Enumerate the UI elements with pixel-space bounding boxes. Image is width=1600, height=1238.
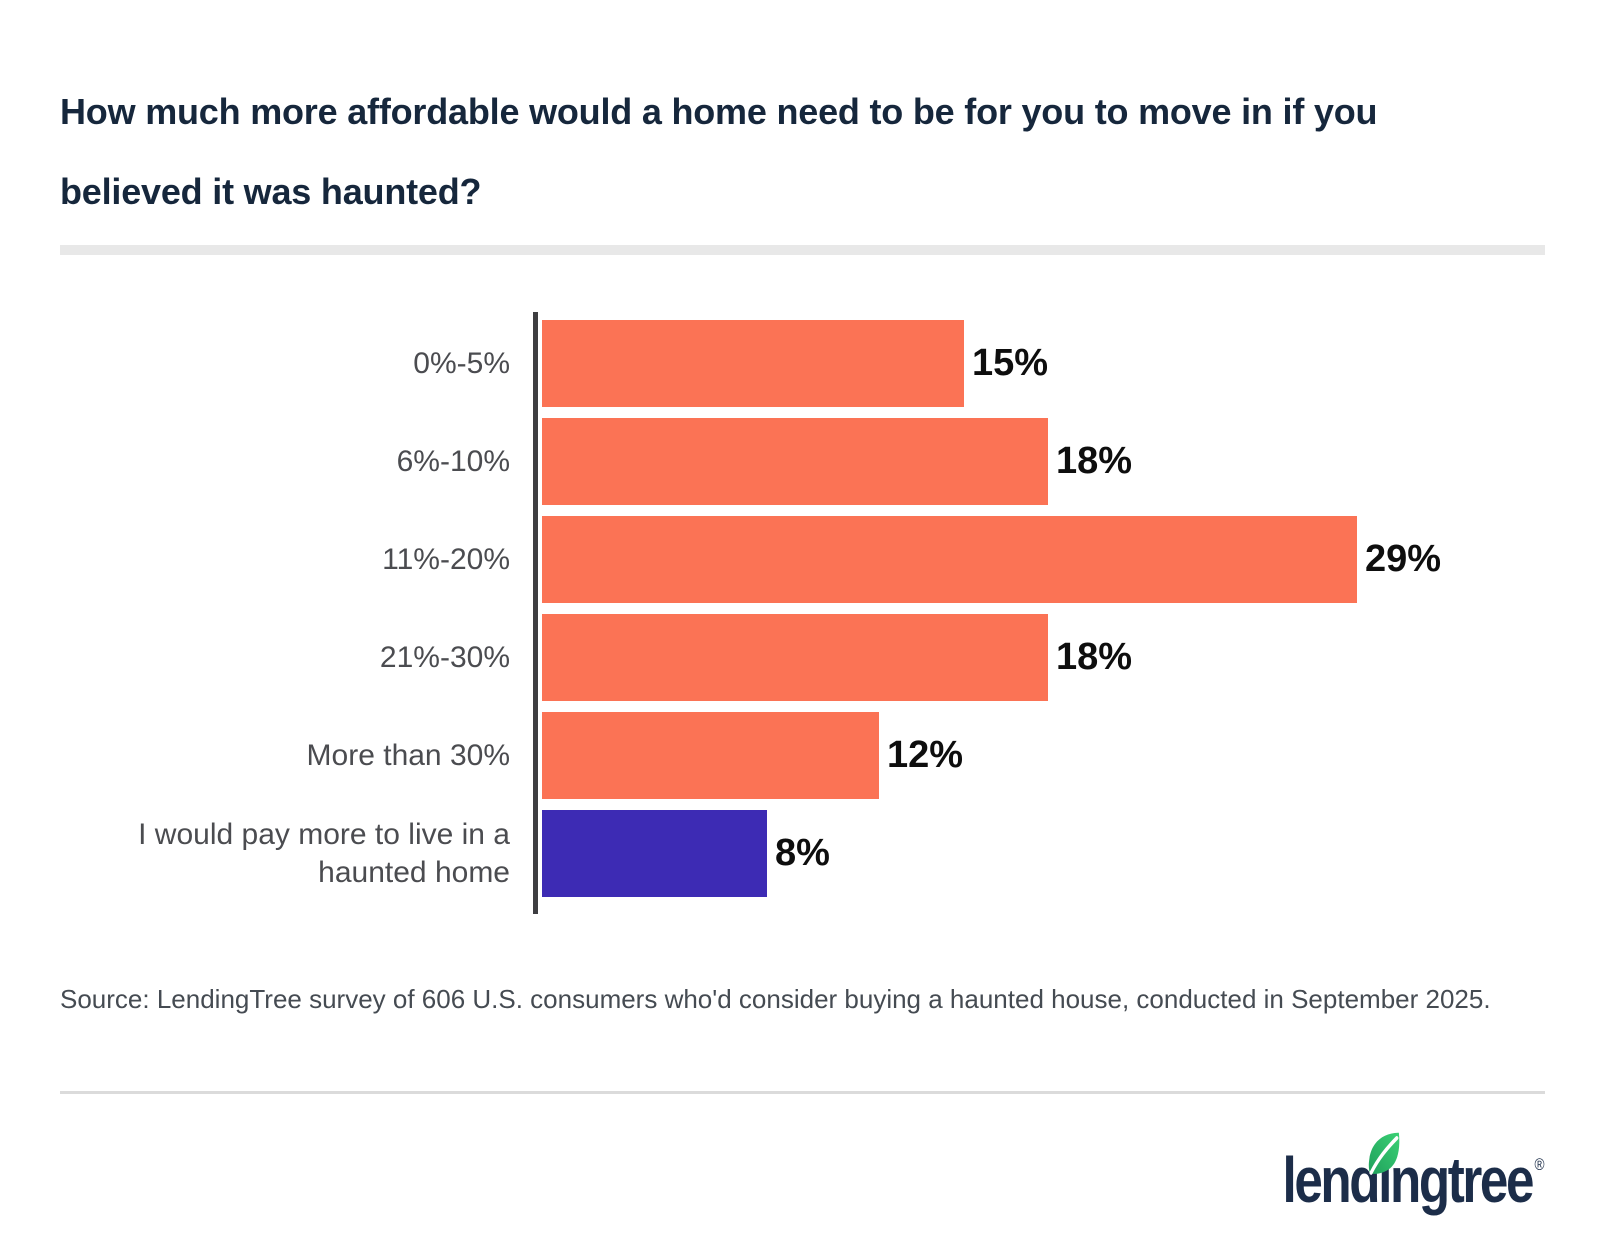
bar	[542, 516, 1357, 603]
bar-rows: 0%-5% 15% 6%-10% 18% 11%-20% 29% 21%-30%	[60, 320, 1560, 897]
bar-track: 18%	[542, 418, 1560, 505]
bar-row: I would pay more to live in a haunted ho…	[60, 810, 1560, 897]
category-label: I would pay more to live in a haunted ho…	[138, 818, 510, 889]
chart-title-line1: How much more affordable would a home ne…	[60, 91, 1378, 132]
leaf-icon	[1367, 1132, 1399, 1175]
logo-letter-i: ı	[1367, 1132, 1399, 1217]
registered-mark: ®	[1533, 1155, 1544, 1174]
bar-row: 21%-30% 18%	[60, 614, 1560, 701]
category-label: 0%-5%	[413, 346, 510, 380]
footer-divider	[60, 1091, 1545, 1094]
bar-row: 6%-10% 18%	[60, 418, 1560, 505]
bar-row: 0%-5% 15%	[60, 320, 1560, 407]
bar-track: 18%	[542, 614, 1560, 701]
bar-track: 15%	[542, 320, 1560, 407]
bar	[542, 712, 879, 799]
bar	[542, 810, 767, 897]
value-label: 8%	[775, 832, 830, 874]
category-label: 21%-30%	[379, 640, 510, 674]
bar-chart: 0%-5% 15% 6%-10% 18% 11%-20% 29% 21%-30%	[60, 312, 1560, 914]
bar-row: 11%-20% 29%	[60, 516, 1560, 603]
value-label: 18%	[1056, 440, 1133, 482]
lendingtree-logo: lend ıngtree ®	[1282, 1132, 1544, 1217]
category-label: 6%-10%	[396, 444, 510, 478]
bar-track: 8%	[542, 810, 1560, 897]
title-divider	[60, 245, 1545, 255]
value-label: 12%	[887, 734, 964, 776]
category-label: More than 30%	[306, 738, 510, 772]
chart-title-line2: believed it was haunted?	[60, 171, 482, 212]
y-axis-line	[533, 312, 538, 914]
value-label: 15%	[972, 342, 1049, 384]
category-label: 11%-20%	[382, 542, 510, 576]
bar	[542, 418, 1048, 505]
bar	[542, 320, 964, 407]
bar-track: 12%	[542, 712, 1560, 799]
logo-text-right: ngtree	[1389, 1144, 1534, 1216]
logo-text-left: lend	[1282, 1144, 1380, 1216]
bar-track: 29%	[542, 516, 1560, 603]
chart-title: How much more affordable would a home ne…	[60, 72, 1480, 232]
bar-row: More than 30% 12%	[60, 712, 1560, 799]
value-label: 18%	[1056, 636, 1133, 678]
source-note: Source: LendingTree survey of 606 U.S. c…	[60, 984, 1491, 1014]
bar	[542, 614, 1048, 701]
value-label: 29%	[1365, 538, 1442, 580]
